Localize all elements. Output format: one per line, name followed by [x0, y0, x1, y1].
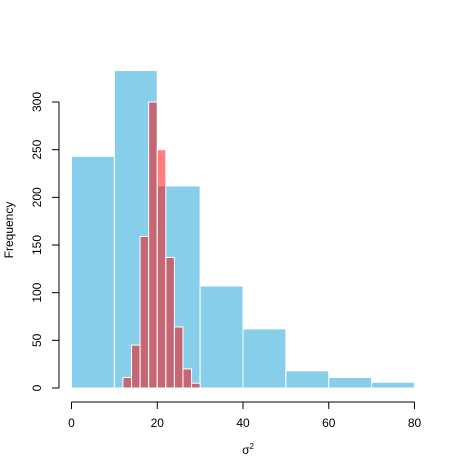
y-axis: 0 50 100 150 200 250 300	[30, 92, 60, 391]
red-bar	[191, 382, 201, 389]
red-bar	[139, 235, 150, 389]
y-tick-label: 0	[30, 384, 44, 391]
red-bar	[156, 149, 167, 389]
blue-bar	[242, 328, 287, 389]
blue-bar	[71, 155, 115, 389]
red-bar	[173, 326, 184, 389]
red-bar	[131, 344, 141, 389]
blue-bar	[199, 285, 244, 389]
y-tick-label: 50	[30, 333, 44, 347]
y-tick-label: 150	[30, 235, 44, 255]
series-blue-bars	[71, 70, 458, 389]
series-red-bars	[122, 101, 201, 389]
red-bar	[165, 256, 175, 389]
blue-bar	[414, 386, 458, 389]
x-tick-label: 20	[151, 416, 165, 430]
x-axis-title: σ2	[242, 442, 254, 457]
blue-bar	[371, 381, 415, 389]
blue-bar	[328, 377, 373, 389]
blue-bar	[285, 370, 330, 389]
x-tick-label: 60	[322, 416, 336, 430]
x-axis-title-base: σ	[242, 443, 250, 457]
y-tick-label: 200	[30, 187, 44, 207]
x-tick-label: 40	[236, 416, 250, 430]
x-axis: 0 20 40 60 80	[68, 401, 422, 430]
y-tick-label: 300	[30, 92, 44, 112]
x-tick-label: 80	[408, 416, 422, 430]
y-axis-title: Frequency	[2, 202, 16, 259]
red-bar	[148, 101, 158, 389]
red-bar	[122, 377, 133, 389]
x-tick-label: 0	[68, 416, 75, 430]
red-bar	[182, 368, 193, 389]
y-tick-label: 100	[30, 282, 44, 302]
y-tick-label: 250	[30, 139, 44, 159]
x-axis-title-superscript: 2	[249, 442, 254, 451]
